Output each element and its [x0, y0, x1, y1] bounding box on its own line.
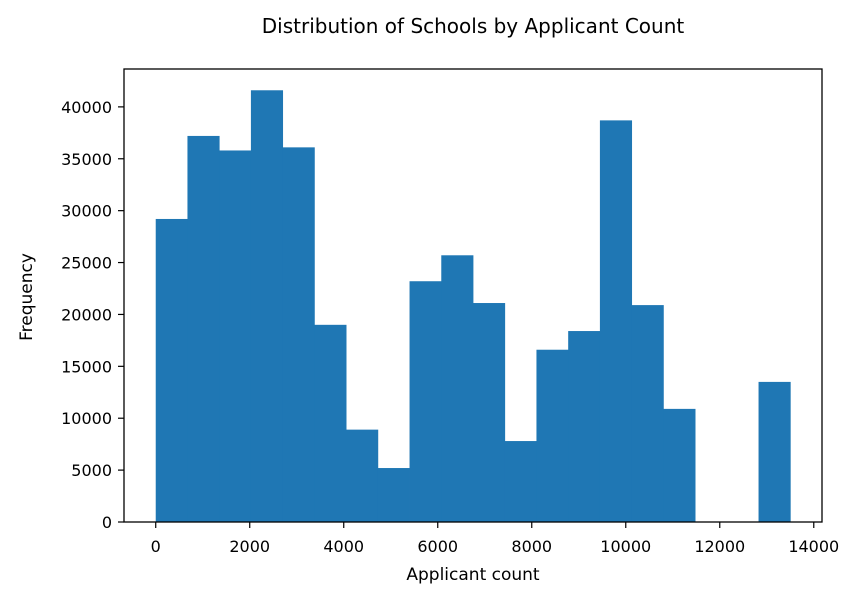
y-axis-label: Frequency — [17, 253, 37, 341]
plot-frame — [123, 68, 823, 523]
y-tick-label: 0 — [102, 513, 112, 532]
histogram-bar-3 — [250, 90, 284, 523]
histogram-bar-15 — [631, 305, 664, 522]
y-tick-label: 25000 — [61, 254, 112, 273]
histogram-bar-8 — [409, 281, 442, 522]
x-tick-label: 10000 — [600, 537, 651, 556]
histogram-bar-11 — [504, 441, 537, 522]
chart-title: Distribution of Schools by Applicant Cou… — [262, 14, 685, 38]
histogram-bar-4 — [282, 147, 315, 523]
x-tick-label: 12000 — [694, 537, 745, 556]
y-tick-label: 35000 — [61, 150, 112, 169]
x-tick-label: 8000 — [511, 537, 552, 556]
y-tick-label: 5000 — [71, 461, 112, 480]
x-tick-label: 4000 — [323, 537, 364, 556]
y-tick-label: 10000 — [61, 409, 112, 428]
histogram-bar-14 — [599, 120, 633, 523]
x-axis-label: Applicant count — [406, 565, 540, 585]
y-tick-label: 15000 — [61, 357, 112, 376]
y-tick-label: 40000 — [61, 98, 112, 117]
histogram-bar-7 — [377, 468, 410, 522]
x-axis: 0 2000 4000 6000 8000 10000 12000 14000 — [151, 522, 839, 556]
histogram-bar-6 — [346, 429, 379, 522]
histogram-bar-5 — [314, 324, 347, 522]
y-tick-label: 20000 — [61, 305, 112, 324]
histogram-bar-12 — [536, 349, 569, 522]
histogram-bar-0 — [155, 218, 188, 522]
histogram-bar-9 — [441, 255, 474, 522]
histogram-bar-16 — [663, 408, 696, 522]
y-axis: 0 5000 10000 15000 20000 25000 30000 35000 40000 — [61, 98, 124, 532]
histogram-bar-13 — [568, 331, 601, 522]
histogram-bar-2 — [219, 150, 252, 523]
bars-group — [155, 90, 791, 523]
x-tick-label: 6000 — [417, 537, 458, 556]
histogram-bar-1 — [187, 135, 220, 522]
x-tick-label: 14000 — [788, 537, 839, 556]
x-tick-label: 2000 — [229, 537, 270, 556]
histogram-bar-10 — [473, 303, 506, 522]
histogram-bar-19 — [758, 381, 791, 522]
x-tick-label: 0 — [151, 537, 161, 556]
y-tick-label: 30000 — [61, 202, 112, 221]
